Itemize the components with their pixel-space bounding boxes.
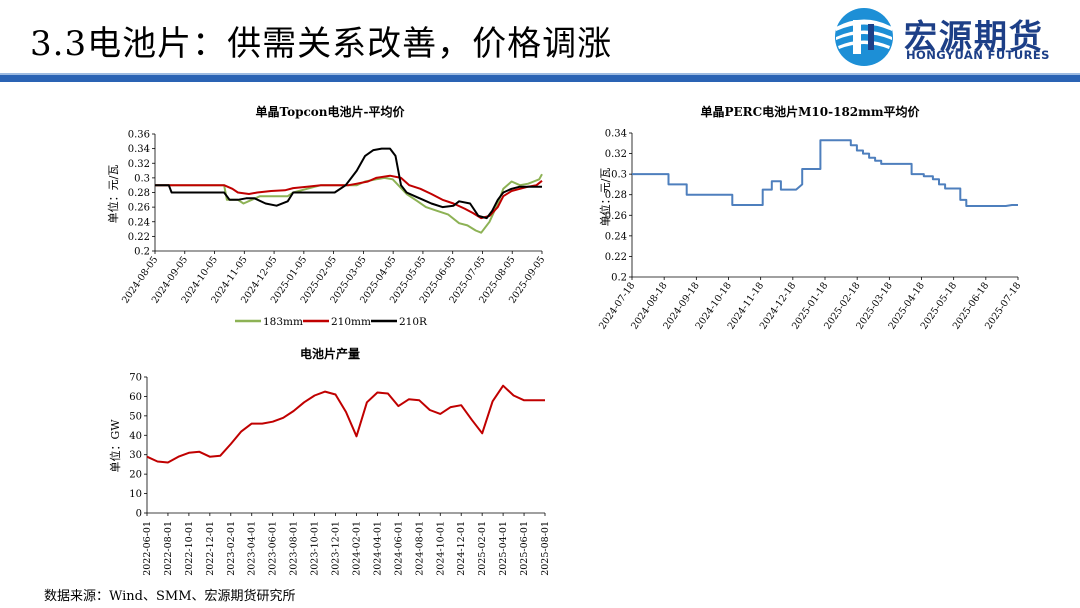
logo-english-name: HONGYUAN FUTURES <box>906 48 1050 62</box>
y-tick-label: 0.3 <box>611 170 627 181</box>
y-tick-label: 0.26 <box>605 211 627 222</box>
chart-title: 单晶Topcon电池片-平均价 <box>255 105 405 119</box>
topcon-price-chart: 单晶Topcon电池片-平均价 单位：元/瓦 0.2 0.22 0.24 0.26 0.… <box>100 100 560 335</box>
y-tick-label: 70 <box>129 373 142 384</box>
y-tick-label: 0.32 <box>605 149 627 160</box>
y-tick-label: 0.34 <box>128 144 150 155</box>
y-tick-label: 0.2 <box>611 273 627 284</box>
legend-label: 210mm <box>331 316 371 328</box>
x-tick-label: 2023-06-01 <box>268 521 279 576</box>
x-tick-label: 2025-06-01 <box>519 521 530 576</box>
series-line-183mm <box>155 173 543 234</box>
x-tick-label: 2025-08-01 <box>540 521 551 576</box>
x-tick-label: 2024-02-01 <box>351 521 362 576</box>
y-tick-label: 40 <box>129 431 142 442</box>
y-tick-label: 0.34 <box>605 129 627 140</box>
x-tick-label: 2024-12-01 <box>456 521 467 576</box>
y-tick-label: 0.22 <box>605 252 627 263</box>
x-tick-label: 2025-04-01 <box>498 521 509 576</box>
x-tick-label: 2024-08-01 <box>414 521 425 576</box>
perc-price-chart: 单晶PERC电池片M10-182mm平均价 单位：元/瓦 0.2 0.22 0.24… <box>590 100 1030 340</box>
chart-title: 单晶PERC电池片M10-182mm平均价 <box>700 105 920 119</box>
series-line-210mm <box>155 174 543 220</box>
x-tick-label: 2023-02-01 <box>226 521 237 576</box>
x-tick-label: 2022-12-01 <box>205 521 216 576</box>
x-tick-label: 2023-10-01 <box>310 521 321 576</box>
x-tick-label: 2023-08-01 <box>289 521 300 576</box>
y-tick-label: 0.32 <box>128 159 150 170</box>
y-tick-label: 0.26 <box>128 203 150 214</box>
perc-plot-area: 0.20.220.240.260.280.30.320.342024-07-18… <box>597 129 1023 332</box>
company-logo-icon <box>835 8 893 66</box>
cell-output-chart: 电池片产量 单位：GW 0 10 20 30 40 50 60 70 2022-06-01 202… <box>100 342 560 582</box>
header-band <box>0 73 1080 82</box>
x-tick-label: 2024-04-01 <box>372 521 383 576</box>
y-tick-label: 0.24 <box>605 231 627 242</box>
data-source-note: 数据来源：Wind、SMM、宏源期货研究所 <box>44 589 296 604</box>
logo-chinese-name: 宏源期货 <box>904 17 1044 56</box>
topcon-plot-area: 0.20.220.240.260.280.30.320.340.362024-0… <box>120 130 547 329</box>
y-tick-label: 30 <box>129 450 142 461</box>
y-tick-label: 10 <box>129 489 142 500</box>
series-line-210R <box>155 147 542 220</box>
y-tick-label: 0.3 <box>134 173 150 184</box>
y-tick-label: 0.28 <box>605 190 627 201</box>
y-tick-label: 0.2 <box>134 247 150 258</box>
y-tick-label: 20 <box>129 470 142 481</box>
legend-label: 210R <box>399 316 428 328</box>
series-line-电池片产量 <box>146 384 545 464</box>
y-tick-label: 0.22 <box>128 232 150 243</box>
x-tick-label: 2022-08-01 <box>163 521 174 576</box>
y-tick-label: 0.36 <box>128 130 150 141</box>
y-tick-label: 50 <box>129 411 142 422</box>
x-tick-label: 2023-04-01 <box>247 521 258 576</box>
y-tick-label: 0.24 <box>128 217 150 228</box>
x-tick-label: 2024-06-01 <box>393 521 404 576</box>
chart-title: 电池片产量 <box>299 347 360 361</box>
series-line-PERC-M10-182mm <box>632 139 1018 207</box>
y-tick-label: 0.28 <box>128 188 150 199</box>
y-tick-label: 0 <box>136 509 142 520</box>
x-tick-label: 2022-10-01 <box>184 521 195 576</box>
legend-label: 183mm <box>263 316 303 328</box>
x-tick-label: 2025-02-01 <box>477 521 488 576</box>
x-tick-label: 2024-10-01 <box>435 521 446 576</box>
slide-title: 3.3电池片：供需关系改善，价格调涨 <box>30 24 613 64</box>
x-tick-label: 2022-06-01 <box>142 521 153 576</box>
x-tick-label: 2023-12-01 <box>331 521 342 576</box>
y-tick-label: 60 <box>129 392 142 403</box>
output-plot-area: 0 10 20 30 40 50 60 70 2022-06-01 2022-08-01 2022-… <box>129 373 551 576</box>
